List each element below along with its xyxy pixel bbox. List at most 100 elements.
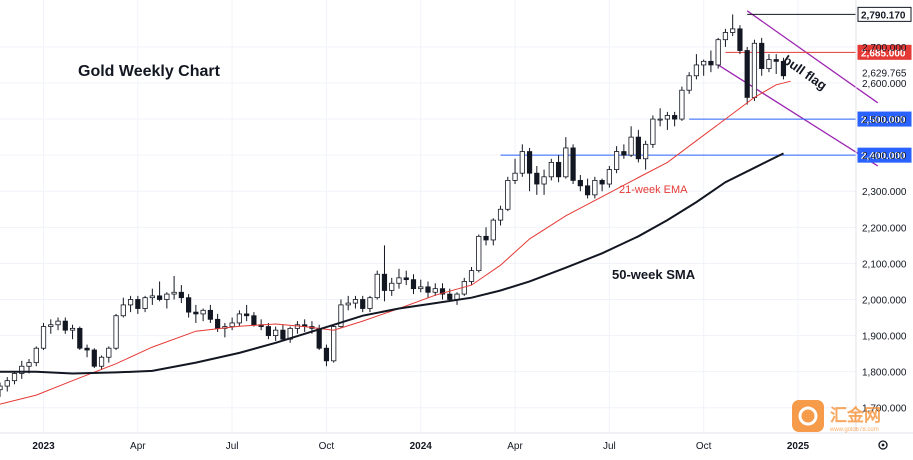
candle-body — [570, 147, 576, 181]
candle-body — [178, 291, 184, 299]
watermark-logo: 汇金网 www.gold678.com — [792, 400, 881, 433]
candle-body — [621, 151, 627, 156]
candle-body — [244, 313, 250, 317]
candle-body — [186, 297, 192, 313]
candle-body — [367, 297, 373, 309]
candle-body — [512, 172, 518, 181]
candle-body — [548, 161, 554, 178]
candle-body — [374, 273, 380, 299]
candle-body — [519, 151, 525, 174]
y-tick-label: 2,100.000 — [862, 259, 907, 270]
level-tag-label: 2,790.170 — [861, 10, 906, 21]
current-price-label: 2,629.765 — [862, 68, 907, 79]
level-tag-label: 2,685.000 — [861, 48, 906, 59]
candle-body — [91, 349, 97, 367]
candle-body — [672, 115, 678, 120]
candle-body — [113, 315, 119, 349]
candle-body — [135, 299, 141, 309]
candle-body — [33, 347, 39, 364]
candle-body — [360, 299, 366, 309]
candle-body — [773, 59, 779, 62]
candle-body — [229, 322, 235, 327]
candles — [0, 14, 787, 397]
candle-body — [251, 315, 257, 326]
chart-title: Gold Weekly Chart — [78, 63, 221, 80]
candle-body — [584, 185, 591, 196]
time-axis[interactable]: 2023 Apr Jul Oct 2024 Apr Jul Oct 2025 — [32, 441, 809, 452]
y-tick-label: 2,500.000 — [862, 115, 907, 126]
candle-body — [555, 161, 562, 178]
candle-body — [468, 270, 475, 282]
candle-body — [490, 219, 496, 241]
y-tick-label: 2,600.000 — [862, 79, 907, 90]
candle-body — [62, 320, 68, 331]
candle-body — [766, 59, 772, 69]
x-tick-label: Jul — [603, 441, 616, 452]
y-tick-label: 1,900.000 — [862, 332, 907, 343]
candle-body — [708, 60, 714, 66]
candle-body — [55, 320, 61, 326]
candle-body — [171, 291, 177, 295]
y-tick-label: 2,400.000 — [862, 151, 907, 162]
moving-averages — [0, 80, 791, 405]
y-tick-label: 2,000.000 — [862, 295, 907, 306]
candle-body — [98, 356, 105, 367]
price-axis[interactable]: 1,700.000 1,800.000 1,900.000 2,000.000 2,10… — [862, 43, 907, 415]
y-tick-label: 2,700.000 — [862, 43, 907, 54]
horizontal-levels: 2,790.170 2,685.000 2,629.765 2,500.000 2,40… — [500, 6, 912, 163]
candle-body — [403, 277, 409, 281]
candle-body — [48, 324, 54, 327]
candle-body — [606, 169, 612, 185]
x-tick-label: 2024 — [410, 441, 433, 452]
candle-body — [273, 329, 279, 336]
sma-50-line — [0, 152, 784, 375]
candle-body — [106, 347, 112, 358]
candle-body — [541, 176, 547, 185]
x-tick-label: Oct — [319, 441, 335, 452]
candle-body — [418, 286, 424, 290]
candle-body — [628, 136, 634, 156]
settings-gear-icon[interactable] — [878, 440, 888, 450]
logo-badge-icon — [792, 400, 824, 432]
candle-body — [664, 115, 670, 120]
candle-body — [737, 28, 743, 51]
level-tag — [857, 111, 912, 127]
candle-body — [657, 118, 663, 121]
candle-body — [11, 373, 18, 382]
grid — [0, 0, 856, 433]
candle-body — [701, 60, 707, 66]
x-tick-label: Apr — [507, 441, 523, 452]
candle-body — [577, 180, 583, 187]
candle-body — [425, 286, 431, 293]
candle-body — [599, 180, 605, 185]
candle-body — [120, 304, 126, 317]
y-tick-label: 1,800.000 — [862, 368, 907, 379]
level-tag — [857, 6, 912, 22]
sma-label: 50-week SMA — [612, 267, 696, 282]
candle-body — [156, 295, 163, 300]
candle-body — [744, 50, 750, 98]
x-tick-label: Apr — [130, 441, 146, 452]
candle-body — [207, 309, 213, 320]
candle-body — [483, 235, 489, 241]
candle-body — [40, 326, 47, 349]
candle-body — [4, 380, 10, 387]
candle-body — [127, 299, 134, 306]
candle-body — [563, 147, 569, 178]
x-tick-label: Jul — [226, 441, 239, 452]
candle-body — [280, 329, 286, 340]
x-tick-label: 2023 — [32, 441, 55, 452]
candle-body — [780, 60, 787, 77]
level-tag-label: 2,500.000 — [861, 115, 906, 126]
y-tick-label: 2,300.000 — [862, 187, 907, 198]
candle-body — [316, 327, 322, 349]
candle-body — [26, 362, 32, 367]
candle-body — [679, 89, 685, 120]
candle-body — [338, 304, 344, 327]
candle-body — [476, 235, 482, 272]
logo-sub: www.gold678.com — [829, 427, 879, 433]
candle-body — [643, 143, 649, 160]
candle-body — [236, 313, 242, 324]
candle-body — [200, 309, 206, 315]
